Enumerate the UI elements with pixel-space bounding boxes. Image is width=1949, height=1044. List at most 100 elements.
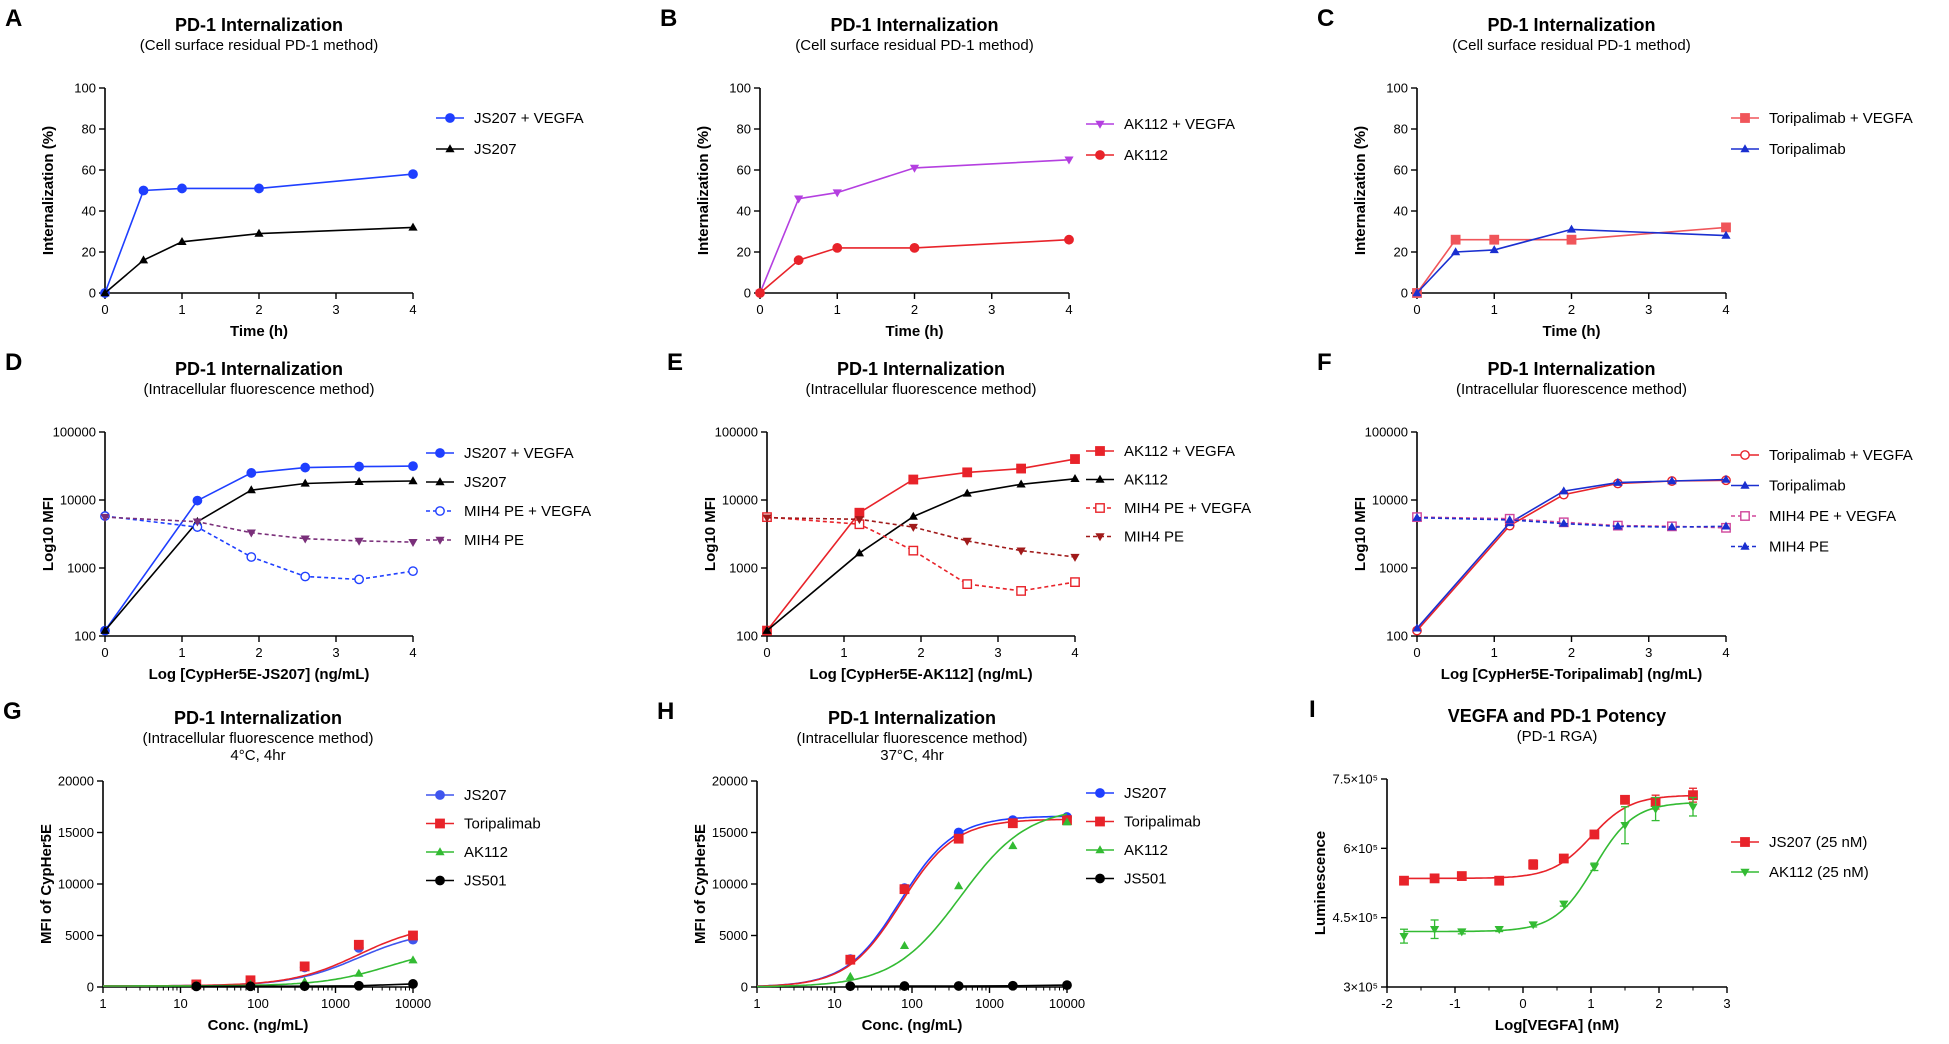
legend-label: Toripalimab [1769, 141, 1846, 158]
legend-label: JS207 (25 nM) [1769, 834, 1867, 851]
x-axis-label: Time (h) [885, 323, 943, 340]
series-line [103, 932, 414, 987]
data-point [245, 981, 256, 992]
data-point [1412, 623, 1422, 632]
data-point [899, 884, 910, 895]
x-tick-label: 4 [1722, 645, 1729, 660]
data-point [755, 288, 765, 298]
data-point [1721, 230, 1731, 239]
y-tick-label: 80 [1394, 122, 1408, 137]
y-tick-label: 3×10⁵ [1343, 980, 1378, 995]
chart-subtitle: (Intracellular fluorescence method) [143, 730, 374, 747]
x-tick-label: 4 [1071, 645, 1078, 660]
data-point [299, 981, 310, 992]
data-point [794, 195, 804, 204]
y-tick-label: 100000 [1365, 425, 1408, 440]
series-2 [762, 512, 1080, 596]
legend: JS207 + VEGFA JS207 MIH4 PE + VEGFA MIH4 PE [426, 445, 591, 549]
legend-label: Toripalimab [464, 816, 541, 833]
series-3 [1412, 512, 1731, 531]
x-axis-label: Time (h) [1542, 323, 1600, 340]
data-point [254, 183, 264, 194]
y-axis-label: Log10 MFI [1352, 497, 1369, 571]
data-point [1589, 829, 1600, 840]
panel-letter: D [5, 349, 22, 376]
data-point [1451, 247, 1461, 256]
x-axis-label: Log [CypHer5E-JS207] (ng/mL) [149, 666, 370, 683]
x-tick-label: 0 [1413, 302, 1420, 317]
legend-marker [1095, 845, 1105, 854]
panel-f: F PD-1 Internalization (Intracellular fluo… [1317, 349, 1913, 683]
y-tick-label: 0 [87, 980, 94, 995]
legend-label: MIH4 PE + VEGFA [1124, 500, 1251, 517]
y-tick-label: 40 [82, 204, 96, 219]
data-point [845, 971, 855, 980]
data-point [962, 488, 972, 497]
panel-letter: A [5, 5, 22, 32]
series-1 [100, 222, 418, 297]
panel-h: H PD-1 Internalization (Intracellular fluo… [657, 698, 1201, 1034]
series-line [759, 159, 1070, 294]
series-line [104, 516, 414, 543]
series-line [1416, 516, 1727, 528]
legend-label: AK112 [464, 844, 508, 861]
x-tick-label: 2 [917, 645, 924, 660]
data-point [908, 523, 918, 532]
y-tick-label: 0 [1401, 286, 1408, 301]
legend-label: JS207 + VEGFA [474, 110, 584, 127]
series-3 [191, 979, 418, 992]
x-axis-label: Log [CypHer5E-AK112] (ng/mL) [809, 666, 1032, 683]
legend: JS207 + VEGFA JS207 [436, 110, 584, 158]
series-2 [1412, 512, 1731, 533]
data-point [1070, 553, 1080, 562]
x-tick-label: 1 [99, 996, 106, 1011]
data-point [1062, 980, 1072, 991]
x-tick-label: 1 [834, 302, 841, 317]
data-point [408, 955, 418, 964]
y-tick-label: 100000 [53, 425, 96, 440]
data-point [1494, 926, 1504, 935]
x-axis-label: Log [CypHer5E-Toripalimab] (ng/mL) [1441, 666, 1702, 683]
x-tick-label: 3 [988, 302, 995, 317]
data-point [1651, 805, 1661, 814]
x-tick-label: 3 [1723, 996, 1730, 1011]
legend-marker [1095, 446, 1105, 456]
data-point [1016, 463, 1027, 474]
y-tick-label: 20 [1394, 245, 1408, 260]
data-point [408, 476, 418, 485]
data-point [408, 169, 418, 180]
y-tick-label: 1000 [67, 561, 96, 576]
legend-marker [435, 875, 445, 886]
data-point [1566, 224, 1577, 233]
series-0 [100, 461, 418, 636]
panel-a: A PD-1 Internalization (Cell surface resid… [5, 5, 584, 340]
y-tick-label: 10000 [60, 493, 96, 508]
series-0 [1412, 475, 1731, 636]
series-line [1416, 516, 1727, 529]
legend-marker [1095, 816, 1105, 827]
data-point [100, 513, 110, 522]
legend-label: AK112 [1124, 472, 1168, 489]
x-tick-label: 0 [101, 645, 108, 660]
data-point [1528, 921, 1538, 930]
panel-letter: I [1309, 696, 1316, 723]
legend-label: JS207 [464, 787, 507, 804]
data-point [793, 255, 804, 266]
chart-subtitle: (Intracellular fluorescence method) [797, 730, 1028, 747]
x-tick-label: 100 [901, 996, 923, 1011]
x-tick-label: 4 [1065, 302, 1072, 317]
y-axis-label: Log10 MFI [702, 497, 719, 571]
data-point [908, 474, 919, 485]
x-tick-label: 4 [409, 645, 416, 660]
legend-label: MIH4 PE [1124, 529, 1184, 546]
x-tick-label: 1000 [975, 996, 1004, 1011]
data-point [1620, 794, 1630, 805]
series-3 [762, 514, 1080, 562]
x-tick-label: 0 [101, 302, 108, 317]
data-point [300, 462, 311, 473]
series-1 [762, 474, 1080, 634]
y-tick-label: 1000 [729, 561, 758, 576]
data-point [845, 981, 856, 992]
data-point [1412, 288, 1422, 297]
series-line [766, 458, 1076, 632]
